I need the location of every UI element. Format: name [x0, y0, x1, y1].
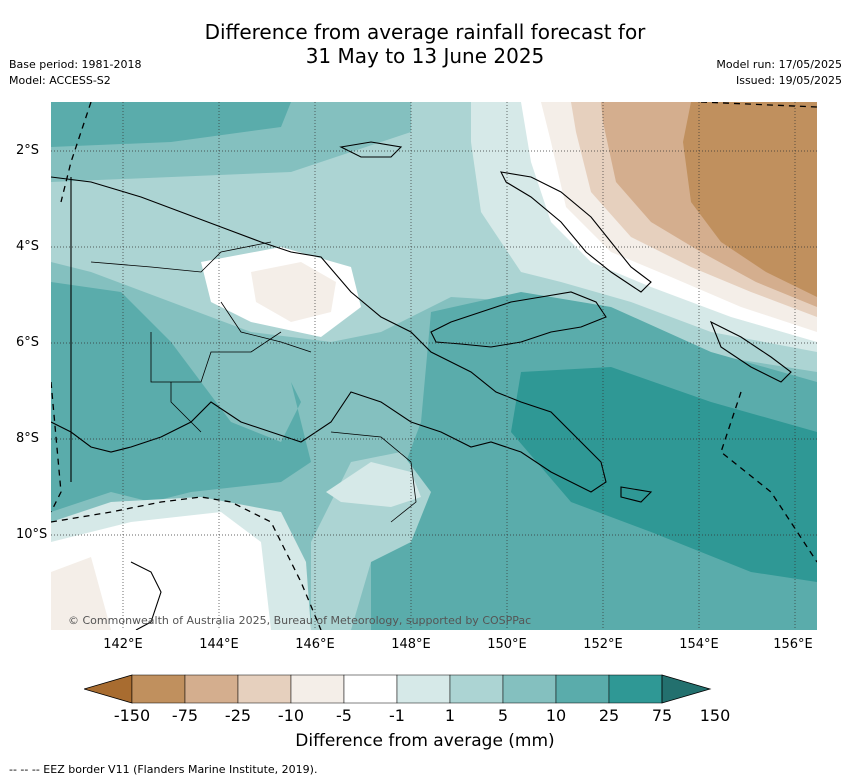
- rainfall-anomaly-map: [51, 102, 817, 630]
- coastlines: [51, 141, 792, 630]
- colorbar-tick: -1: [389, 706, 405, 725]
- colorbar-tick: -25: [224, 706, 252, 725]
- longitude-tick: 150°E: [487, 637, 527, 652]
- colorbar-tick: 75: [651, 706, 673, 725]
- metadata-right: Model run: 17/05/2025 Issued: 19/05/2025: [716, 57, 842, 89]
- title-line-1: Difference from average rainfall forecas…: [204, 20, 646, 44]
- new-guinea-coast: [51, 176, 607, 493]
- graticule: [51, 102, 817, 630]
- colorbar-extend-high: [661, 674, 712, 704]
- longitude-tick: 144°E: [199, 637, 239, 652]
- latitude-tick: 4°S: [16, 239, 40, 254]
- colorbar-tick: 150: [699, 706, 731, 725]
- colorbar-extend-low: [82, 674, 133, 704]
- colorbar-bin: [184, 674, 239, 704]
- latitude-tick: 8°S: [16, 431, 40, 446]
- colorbar-bin: [555, 674, 610, 704]
- cape-york-coast: [130, 561, 162, 630]
- model-run: Model run: 17/05/2025: [716, 58, 842, 71]
- longitude-tick: 146°E: [295, 637, 335, 652]
- map-title: Difference from average rainfall forecas…: [0, 20, 850, 68]
- colorbar-tick: 1: [444, 706, 456, 725]
- eez-borders: [51, 102, 817, 630]
- latitude-tick: 6°S: [16, 335, 40, 350]
- latitude-tick: 2°S: [16, 143, 40, 158]
- issued-date: Issued: 19/05/2025: [735, 74, 842, 87]
- colorbar-bin: [502, 674, 557, 704]
- bougainville-coast: [709, 320, 792, 383]
- colorbar-bin: [131, 674, 186, 704]
- fill-25-75-nw: [51, 102, 291, 147]
- colorbar-bin: [608, 674, 663, 704]
- fill-75-150-core: [511, 367, 817, 582]
- eez-footnote: -- -- -- EEZ border V11 (Flanders Marine…: [9, 763, 318, 776]
- manus-coast: [339, 141, 403, 158]
- new-britain-coast: [430, 291, 607, 348]
- colorbar-tick: -10: [277, 706, 305, 725]
- longitude-tick: 152°E: [583, 637, 623, 652]
- metadata-left: Base period: 1981-2018 Model: ACCESS-S2: [9, 57, 141, 89]
- fill-1-5-south: [326, 462, 421, 507]
- colorbar: [82, 674, 766, 704]
- base-period: Base period: 1981-2018: [9, 58, 142, 71]
- latitude-tick: 10°S: [16, 527, 48, 542]
- new-ireland-coast: [500, 171, 652, 293]
- map-canvas: [51, 102, 817, 630]
- longitude-tick: 154°E: [679, 637, 719, 652]
- colorbar-tick: 25: [598, 706, 620, 725]
- colorbar-tick: -150: [113, 706, 151, 725]
- longitude-tick: 142°E: [103, 637, 143, 652]
- colorbar-tick: 5: [497, 706, 509, 725]
- colorbar-label: Difference from average (mm): [295, 731, 555, 751]
- longitude-tick: 148°E: [391, 637, 431, 652]
- fill-25-75-west: [51, 282, 311, 512]
- colorbar-tick: -5: [336, 706, 352, 725]
- colorbar-bin: [343, 674, 398, 704]
- fill-neutral-southwest: [51, 512, 271, 630]
- woodlark-coast: [620, 486, 653, 503]
- colorbar-tick: 10: [545, 706, 567, 725]
- model-name: Model: ACCESS-S2: [9, 74, 111, 87]
- colorbar-svg: [82, 674, 712, 704]
- colorbar-bin: [449, 674, 504, 704]
- fill-dry-southwest: [51, 557, 111, 630]
- colorbar-tick: -75: [171, 706, 199, 725]
- colorbar-bin: [237, 674, 292, 704]
- longitude-tick: 156°E: [773, 637, 813, 652]
- colorbar-bin: [396, 674, 451, 704]
- colorbar-bin: [290, 674, 345, 704]
- copyright-notice: © Commonwealth of Australia 2025, Bureau…: [68, 614, 532, 627]
- title-line-2: 31 May to 13 June 2025: [305, 44, 545, 68]
